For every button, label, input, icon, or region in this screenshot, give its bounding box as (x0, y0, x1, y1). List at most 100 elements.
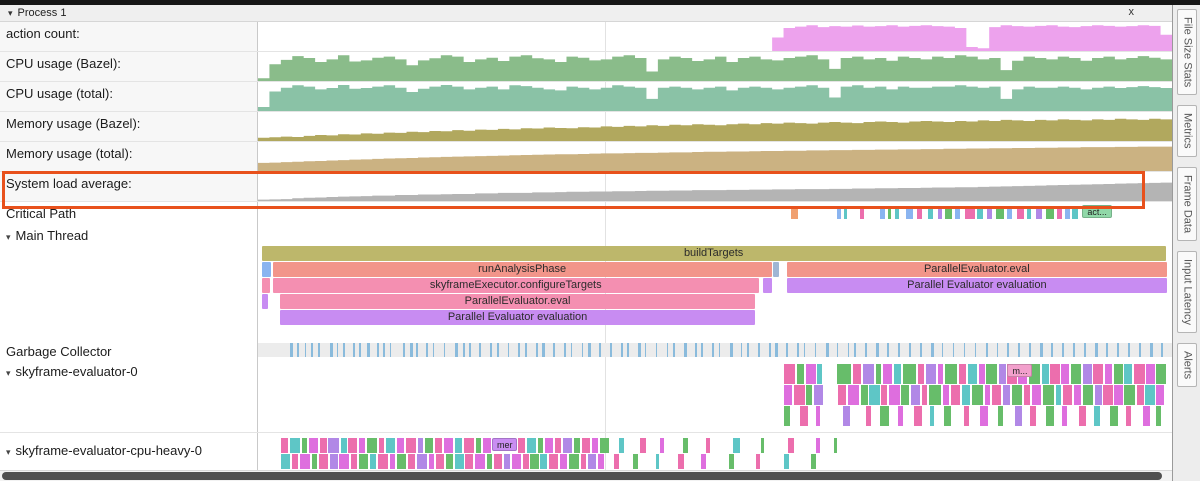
gc-event-slice[interactable] (432, 343, 435, 357)
gc-event-slice[interactable] (886, 343, 889, 357)
skyframe-evaluator-cpu-heavy-0-slice[interactable] (640, 438, 647, 453)
skyframe-evaluator-cpu-heavy-0-slice[interactable] (428, 454, 435, 469)
skyframe-evaluator-0-slice[interactable] (1142, 406, 1151, 426)
skyframe-evaluator-0-slice[interactable] (865, 406, 872, 426)
skyframe-evaluator-0-slice[interactable] (926, 364, 937, 384)
skyframe-evaluator-0-slice[interactable] (1055, 385, 1062, 405)
gc-event-slice[interactable] (469, 343, 471, 357)
skyframe-evaluator-0-slice[interactable] (971, 385, 983, 405)
gc-event-slice[interactable] (864, 343, 867, 357)
skyframe-evaluator-cpu-heavy-0-slice[interactable] (475, 438, 481, 453)
skyframe-evaluator-cpu-heavy-0-slice[interactable] (705, 438, 711, 453)
gc-event-slice[interactable] (775, 343, 779, 357)
critical-path-track[interactable]: act... (258, 202, 1172, 224)
critical-path-slice[interactable] (955, 206, 960, 219)
gc-event-slice[interactable] (524, 343, 527, 357)
skyframe-evaluator-0-slice[interactable] (1109, 406, 1119, 426)
gc-event-slice[interactable] (1029, 343, 1032, 357)
skyframe-evaluator-0-expander-icon[interactable]: ▾ (6, 368, 11, 378)
skyframe-evaluator-0-slice[interactable] (1083, 385, 1094, 405)
skyframe-evaluator-cpu-heavy-0-slice[interactable] (330, 454, 338, 469)
skyframe-evaluator-cpu-heavy-0-slice[interactable] (328, 438, 340, 453)
skyframe-evaluator-cpu-heavy-0-slice[interactable] (351, 454, 357, 469)
skyframe-evaluator-0-slice[interactable] (883, 364, 893, 384)
skyframe-evaluator-0-slice[interactable] (1061, 364, 1069, 384)
gc-event-slice[interactable] (701, 343, 704, 357)
skyframe-evaluator-cpu-heavy-0-slice[interactable] (503, 454, 511, 469)
skyframe-evaluator-0-slice[interactable] (806, 364, 816, 384)
skyframe-evaluator-cpu-heavy-0-slice[interactable] (733, 438, 740, 453)
skyframe-evaluator-0-slice[interactable] (942, 385, 949, 405)
horizontal-scrollbar[interactable] (0, 470, 1172, 481)
skyframe-evaluator-cpu-heavy-0-slice[interactable] (760, 438, 765, 453)
skyframe-evaluator-0-slice[interactable] (938, 364, 944, 384)
slice[interactable] (261, 262, 271, 277)
memory-usage-total-track[interactable] (258, 142, 1172, 171)
gc-event-slice[interactable] (1139, 343, 1141, 357)
skyframe-evaluator-cpu-heavy-0-slice[interactable] (518, 438, 525, 453)
gc-event-slice[interactable] (609, 343, 612, 357)
skyframe-evaluator-0-slice[interactable] (928, 385, 941, 405)
gc-event-slice[interactable] (1095, 343, 1099, 357)
critical-path-slice[interactable] (945, 206, 952, 219)
skyframe-evaluator-cpu-heavy-0-track[interactable]: mer (258, 433, 1172, 470)
skyframe-evaluator-0-slice[interactable] (1023, 385, 1031, 405)
gc-event-slice[interactable] (655, 343, 658, 357)
skyframe-evaluator-0-slice[interactable] (1030, 406, 1036, 426)
skyframe-evaluator-cpu-heavy-0-slice[interactable] (683, 438, 689, 453)
gc-event-slice[interactable] (1062, 343, 1065, 357)
skyframe-evaluator-cpu-heavy-0-slice[interactable] (655, 454, 660, 469)
gc-event-slice[interactable] (587, 343, 591, 357)
skyframe-evaluator-cpu-heavy-0-slice[interactable] (540, 454, 547, 469)
skyframe-evaluator-0-slice[interactable] (793, 385, 805, 405)
gc-event-slice[interactable] (542, 343, 546, 357)
gc-event-slice[interactable] (740, 343, 743, 357)
skyframe-evaluator-0-slice[interactable] (921, 385, 928, 405)
skyframe-evaluator-0-slice[interactable] (861, 385, 868, 405)
skyframe-evaluator-0-slice[interactable] (903, 364, 917, 384)
skyframe-evaluator-0-slice[interactable] (797, 364, 804, 384)
skyframe-evaluator-0-slice[interactable] (879, 406, 889, 426)
critical-path-slice[interactable] (995, 206, 1004, 219)
skyframe-evaluator-cpu-heavy-0-slice[interactable] (523, 454, 529, 469)
skyframe-evaluator-0-slice[interactable] (1070, 364, 1082, 384)
skyframe-evaluator-cpu-heavy-0-slice[interactable] (810, 454, 816, 469)
skyframe-evaluator-0-slice[interactable] (1156, 385, 1164, 405)
close-button[interactable]: x (1128, 6, 1135, 18)
gc-event-slice[interactable] (318, 343, 321, 357)
gc-event-slice[interactable] (712, 343, 715, 357)
critical-path-slice[interactable] (887, 206, 891, 219)
gc-event-slice[interactable] (1106, 343, 1108, 357)
skyframe-evaluator-0-slice[interactable] (950, 385, 960, 405)
skyframe-evaluator-0-slice[interactable] (984, 385, 991, 405)
skyframe-evaluator-0-slice[interactable] (917, 364, 925, 384)
critical-path-slice[interactable] (837, 206, 841, 219)
skyframe-evaluator-0-slice[interactable] (815, 406, 821, 426)
skyframe-evaluator-cpu-heavy-0-slice[interactable] (614, 454, 620, 469)
gc-event-slice[interactable] (389, 343, 392, 357)
skyframe-evaluator-0-slice[interactable] (979, 364, 985, 384)
skyframe-evaluator-0-slice[interactable] (1103, 385, 1113, 405)
gc-event-slice[interactable] (836, 343, 839, 357)
skyframe-evaluator-0-slice[interactable] (1114, 385, 1123, 405)
gc-event-slice[interactable] (383, 343, 386, 357)
skyframe-evaluator-0-slice[interactable] (783, 385, 792, 405)
gc-event-slice[interactable] (897, 343, 900, 357)
critical-path-slice[interactable] (1035, 206, 1043, 219)
gc-event-slice[interactable] (974, 343, 977, 357)
slice-skyframeexecutor-configuretargets[interactable]: skyframeExecutor.configureTargets (272, 278, 759, 293)
gc-event-slice[interactable] (985, 343, 989, 357)
slice-parallelevaluator-eval[interactable]: ParallelEvaluator.eval (787, 262, 1167, 277)
gc-event-slice[interactable] (746, 343, 749, 357)
process-expander-icon[interactable]: ▾ (8, 7, 13, 18)
skyframe-evaluator-cpu-heavy-0-slice[interactable] (587, 454, 597, 469)
gc-event-slice[interactable] (666, 343, 669, 357)
gc-event-slice[interactable] (507, 343, 510, 357)
skyframe-evaluator-0-slice[interactable] (1137, 385, 1144, 405)
skyframe-evaluator-0-slice[interactable] (1145, 385, 1155, 405)
skyframe-evaluator-0-slice[interactable] (853, 364, 862, 384)
skyframe-evaluator-0-slice[interactable] (1093, 364, 1104, 384)
skyframe-evaluator-cpu-heavy-0-slice[interactable] (378, 438, 385, 453)
slice-parallelevaluator-eval[interactable]: ParallelEvaluator.eval (279, 294, 756, 309)
skyframe-evaluator-0-slice[interactable] (869, 385, 880, 405)
